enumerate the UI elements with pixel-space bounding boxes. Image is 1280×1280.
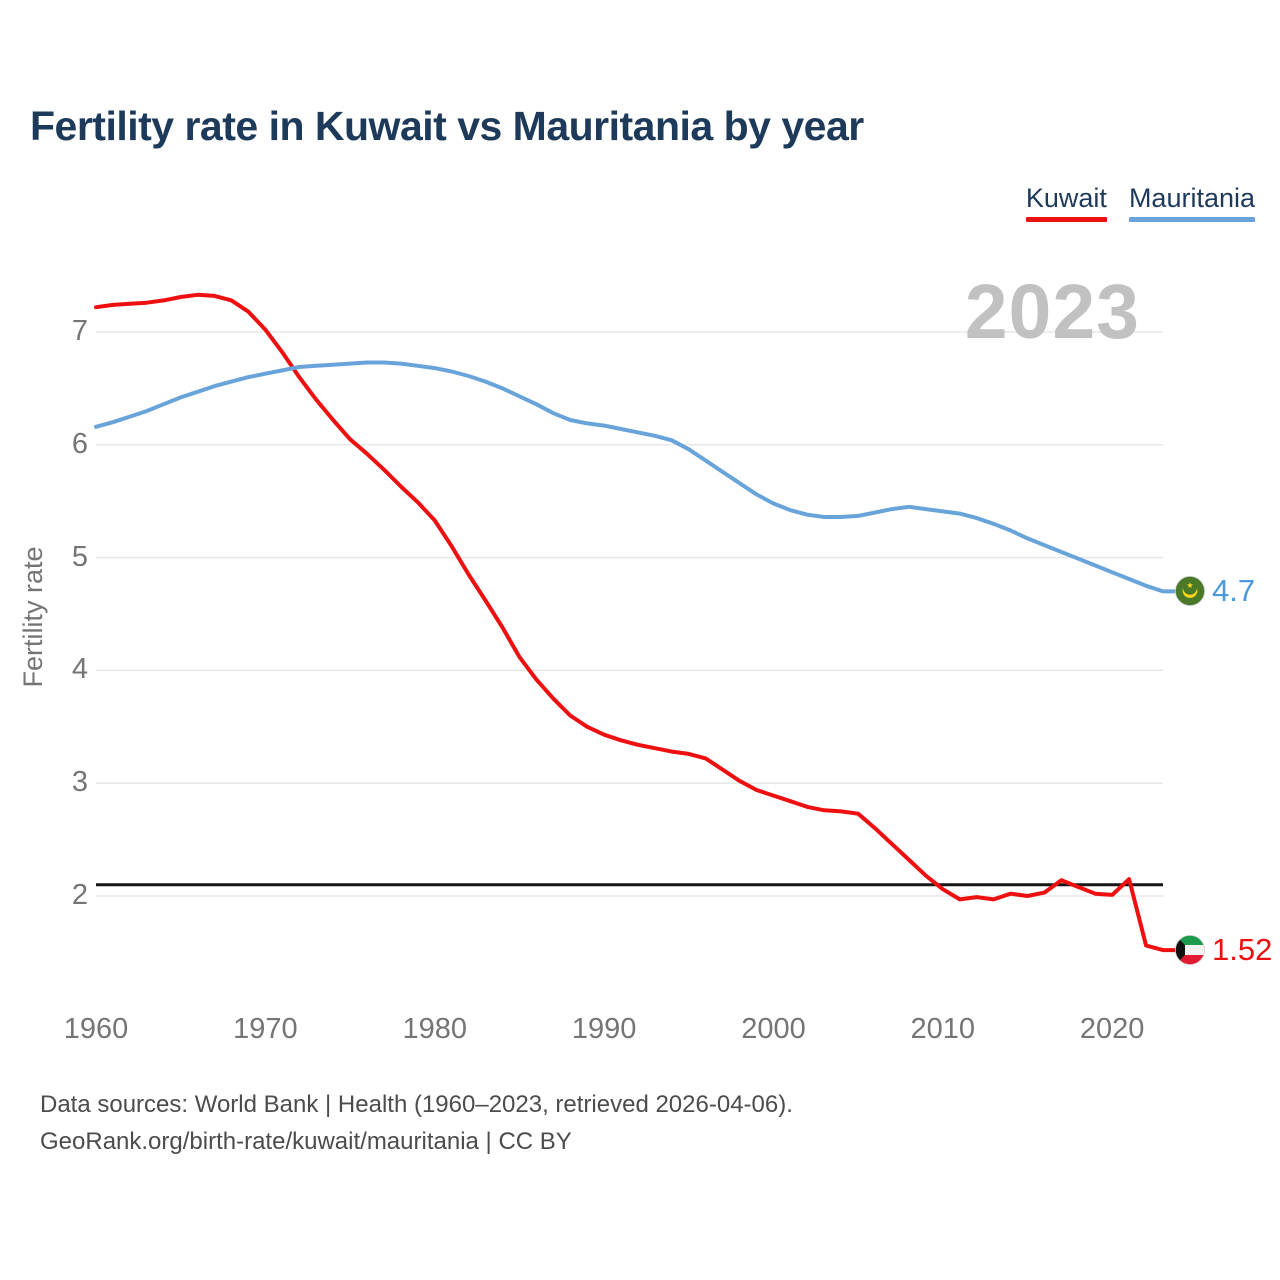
y-tick-label: 2 xyxy=(71,879,88,911)
y-tick-label: 3 xyxy=(71,766,88,799)
legend-underline-mauritania xyxy=(1128,217,1255,222)
x-tick-label: 1970 xyxy=(233,1013,298,1045)
x-tick-label: 2010 xyxy=(910,1013,976,1045)
y-tick-label: 6 xyxy=(71,427,88,460)
end-label-mauritania: 4.7 xyxy=(1175,573,1255,609)
footer-line-1: Data sources: World Bank | Health (1960–… xyxy=(40,1091,793,1118)
x-tick-label: 2020 xyxy=(1079,1013,1145,1045)
legend-label-mauritania: Mauritania xyxy=(1128,183,1255,213)
x-tick-label: 1960 xyxy=(63,1013,129,1045)
end-label-kuwait: 1.52 xyxy=(1175,932,1272,968)
year-watermark: 2023 xyxy=(964,269,1140,355)
legend: Kuwait Mauritania xyxy=(1025,183,1255,222)
end-value-mauritania: 4.7 xyxy=(1212,573,1256,609)
footer: Data sources: World Bank | Health (1960–… xyxy=(40,1086,793,1160)
page-title: Fertility rate in Kuwait vs Mauritania b… xyxy=(30,103,864,149)
series-line-mauritania xyxy=(94,360,1178,594)
x-tick-label: 1980 xyxy=(402,1013,467,1045)
y-tick-label: 7 xyxy=(71,315,88,347)
legend-label-kuwait: Kuwait xyxy=(1025,183,1107,213)
x-tick-label: 2000 xyxy=(741,1013,806,1045)
kuwait-flag-icon xyxy=(1175,935,1205,966)
series-line-kuwait xyxy=(94,292,1178,953)
y-tick-label: 5 xyxy=(71,540,88,573)
legend-underline-kuwait xyxy=(1025,217,1107,222)
legend-item-mauritania[interactable]: Mauritania xyxy=(1128,183,1255,222)
footer-line-2: GeoRank.org/birth-rate/kuwait/mauritania… xyxy=(40,1128,572,1155)
mauritania-flag-icon xyxy=(1175,576,1205,607)
y-tick-label: 4 xyxy=(71,653,88,686)
x-tick-label: 1990 xyxy=(571,1013,637,1045)
end-value-kuwait: 1.52 xyxy=(1212,932,1273,968)
y-axis-title: Fertility rate xyxy=(18,546,48,687)
legend-item-kuwait[interactable]: Kuwait xyxy=(1025,183,1107,222)
